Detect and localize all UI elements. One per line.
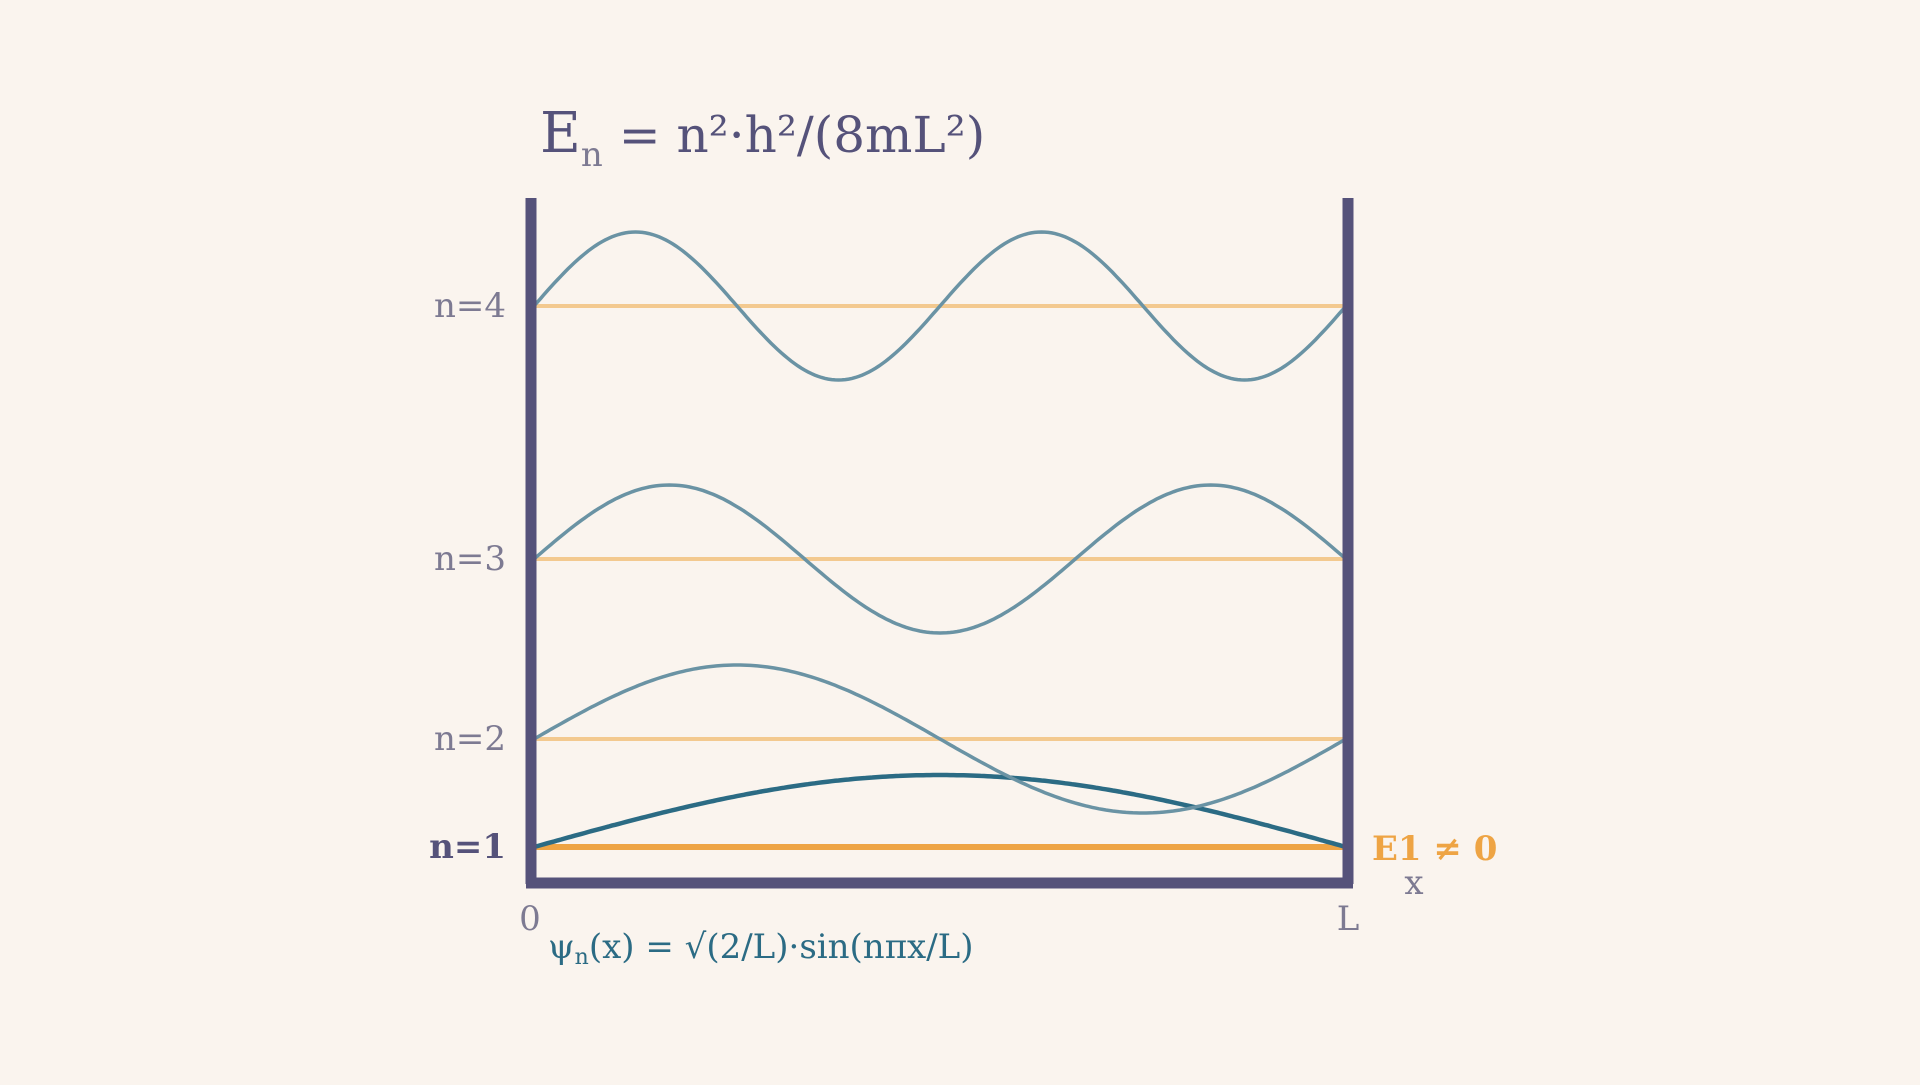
energy-formula-rest: = n²·h²/(8mL²) [603,106,985,164]
energy-level-lines [534,304,1346,850]
level-label-n3: n=3 [434,539,506,579]
level-label-n4: n=4 [434,286,506,326]
wavefunction-n2 [533,663,1347,815]
wavefunction-n3 [532,483,1348,635]
level-label-n2: n=2 [434,719,506,759]
axis-x-label: x [1404,863,1423,903]
axis-L-label: L [1337,899,1360,939]
psi-subscript: n [575,945,589,970]
psi-symbol: ψ [548,927,575,967]
axis-zero-label: 0 [519,899,541,939]
wavefunction-formula: ψn(x) = √(2/L)·sin(nπx/L) [548,927,974,970]
level-labels: n=1 n=2 n=3 n=4 [429,286,506,867]
wavefunction-formula-rest: (x) = √(2/L)·sin(nπx/L) [589,927,974,967]
energy-subscript: n [581,135,603,175]
energy-formula-title: En = n²·h²/(8mL²) [540,101,985,175]
wavefunction-n1 [533,772,1347,850]
level-label-n1: n=1 [429,827,506,867]
wavefunction-n4 [532,230,1348,382]
energy-symbol: E [540,101,581,166]
zero-point-energy-label: E1 ≠ 0 [1372,829,1497,869]
wavefunctions [532,230,1348,850]
